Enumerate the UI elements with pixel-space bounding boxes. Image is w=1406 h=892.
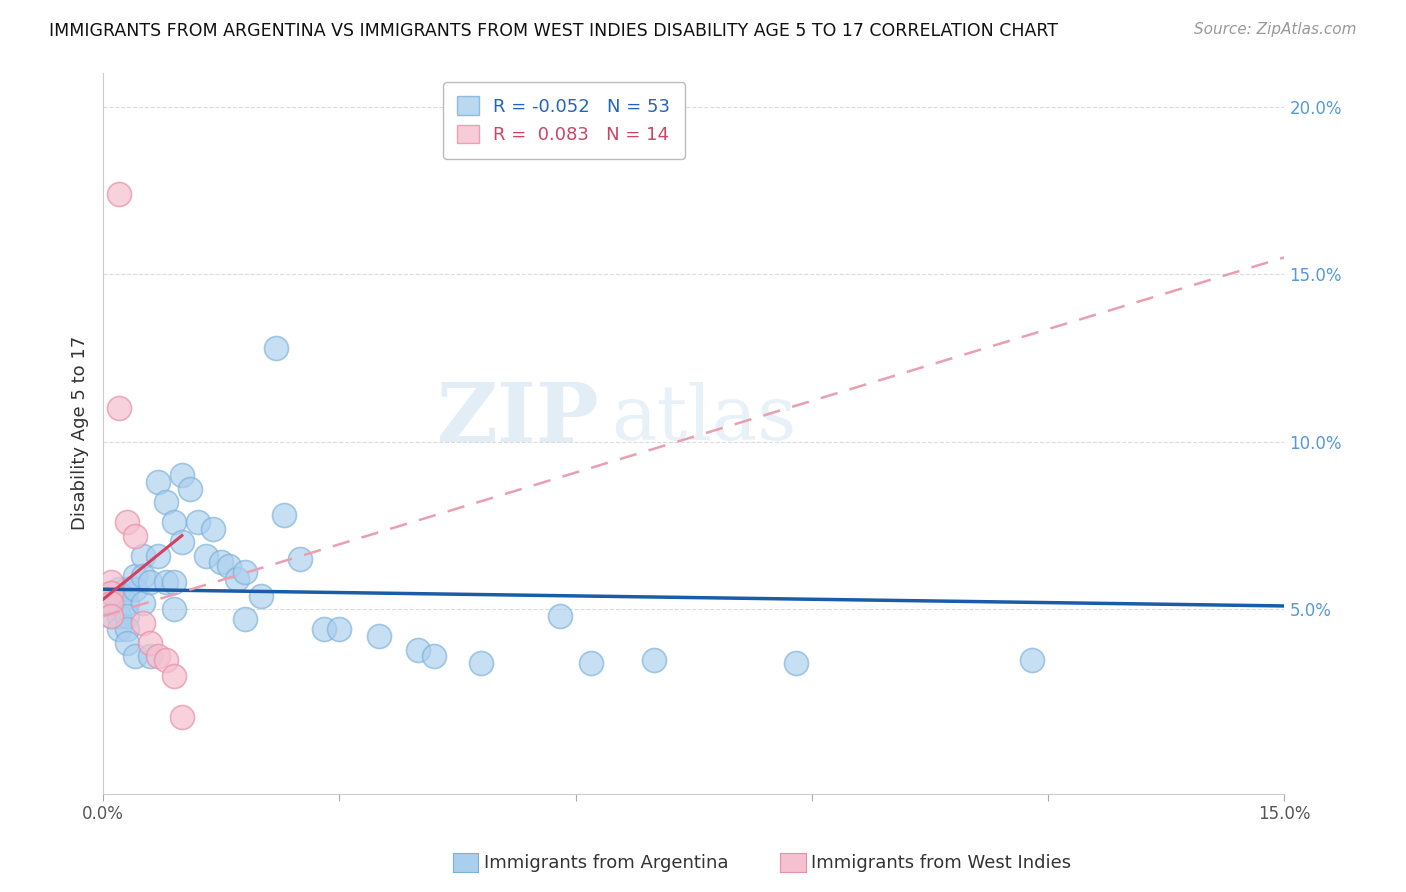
Point xyxy=(202,522,225,536)
Point xyxy=(100,609,122,624)
Point xyxy=(148,549,170,563)
Point xyxy=(163,669,186,683)
Point xyxy=(328,623,350,637)
Point xyxy=(312,623,335,637)
Point xyxy=(124,582,146,597)
Point xyxy=(406,642,429,657)
Point xyxy=(100,596,122,610)
Point xyxy=(100,596,122,610)
Point xyxy=(548,609,571,624)
Point xyxy=(643,652,665,666)
Point xyxy=(148,649,170,664)
Point xyxy=(226,572,249,586)
Point xyxy=(100,575,122,590)
Point xyxy=(131,569,153,583)
Point xyxy=(423,649,446,664)
Legend: R = -0.052   N = 53, R =  0.083   N = 14: R = -0.052 N = 53, R = 0.083 N = 14 xyxy=(443,82,685,159)
Y-axis label: Disability Age 5 to 17: Disability Age 5 to 17 xyxy=(72,336,89,531)
Point xyxy=(170,709,193,723)
Point xyxy=(108,582,131,597)
Point xyxy=(108,186,131,201)
Point xyxy=(124,649,146,664)
Point xyxy=(249,589,271,603)
Point xyxy=(115,623,138,637)
Point xyxy=(218,558,240,573)
Point xyxy=(163,515,186,529)
Point xyxy=(148,475,170,489)
Point xyxy=(155,575,177,590)
Point xyxy=(233,612,256,626)
Point xyxy=(785,656,807,670)
Point xyxy=(209,555,232,569)
Point xyxy=(367,629,389,643)
Point xyxy=(108,623,131,637)
Point xyxy=(163,575,186,590)
Point xyxy=(100,585,122,599)
Point xyxy=(115,609,138,624)
Point xyxy=(139,575,162,590)
Point xyxy=(266,341,288,355)
Point xyxy=(170,535,193,549)
Point xyxy=(124,569,146,583)
Point xyxy=(139,649,162,664)
Point xyxy=(581,656,603,670)
Point xyxy=(1021,652,1043,666)
Point xyxy=(131,596,153,610)
Point xyxy=(170,468,193,483)
Point xyxy=(273,508,295,523)
Point xyxy=(100,585,122,599)
Point xyxy=(115,596,138,610)
Point xyxy=(131,549,153,563)
Text: Immigrants from Argentina: Immigrants from Argentina xyxy=(484,854,728,871)
Text: Immigrants from West Indies: Immigrants from West Indies xyxy=(811,854,1071,871)
Point xyxy=(139,636,162,650)
Text: atlas: atlas xyxy=(612,382,796,456)
Point xyxy=(100,609,122,624)
Point xyxy=(187,515,209,529)
Point xyxy=(115,515,138,529)
Point xyxy=(194,549,217,563)
Point xyxy=(124,528,146,542)
Point xyxy=(108,609,131,624)
Point xyxy=(155,495,177,509)
Point xyxy=(179,482,201,496)
Point xyxy=(163,602,186,616)
Point xyxy=(115,636,138,650)
Text: Source: ZipAtlas.com: Source: ZipAtlas.com xyxy=(1194,22,1357,37)
Point xyxy=(155,652,177,666)
Point xyxy=(108,401,131,416)
Text: ZIP: ZIP xyxy=(437,379,599,458)
Point xyxy=(470,656,492,670)
Point xyxy=(115,582,138,597)
Point xyxy=(288,552,311,566)
Point xyxy=(131,615,153,630)
Point xyxy=(233,566,256,580)
Point xyxy=(108,596,131,610)
Text: IMMIGRANTS FROM ARGENTINA VS IMMIGRANTS FROM WEST INDIES DISABILITY AGE 5 TO 17 : IMMIGRANTS FROM ARGENTINA VS IMMIGRANTS … xyxy=(49,22,1059,40)
